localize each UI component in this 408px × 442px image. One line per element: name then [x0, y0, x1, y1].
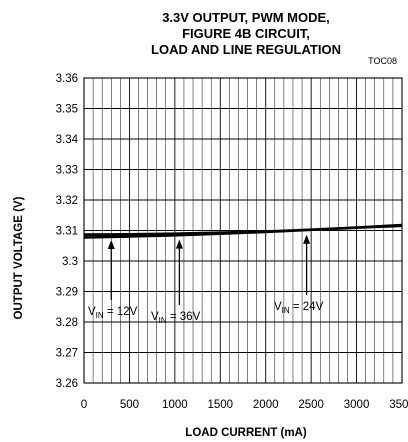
annotation-label: VIN = 36V: [151, 311, 201, 325]
y-tick-label: 3.29: [56, 287, 78, 299]
y-tick-label: 3.35: [56, 104, 78, 116]
y-tick-label: 3.36: [56, 73, 78, 85]
figure-code: TOC08: [368, 56, 397, 66]
x-tick-label: 3000: [344, 399, 370, 411]
x-tick-label: 2000: [253, 399, 279, 411]
series-annotations: VIN = 12V VIN = 36V VIN = 24V: [88, 234, 324, 325]
x-axis-label: LOAD CURRENT (mA): [185, 427, 307, 439]
y-tick-label: 3.3: [62, 256, 78, 268]
x-tick-label: 3500: [389, 399, 408, 411]
y-tick-label: 3.31: [56, 226, 78, 238]
y-tick-labels: 3.26 3.27 3.28 3.29 3.3 3.31 3.32 3.33 3.34 3.35 3…: [56, 73, 79, 390]
y-tick-label: 3.27: [56, 348, 78, 360]
y-tick-label: 3.33: [56, 165, 78, 177]
plot-frame: [83, 77, 403, 384]
x-tick-label: 500: [120, 399, 139, 411]
annotation-arrowhead: [175, 239, 183, 249]
x-tick-label: 0: [81, 399, 87, 411]
annotation-label: VIN = 24V: [274, 301, 324, 315]
y-tick-label: 3.26: [56, 378, 78, 390]
chart-title-line-3: LOAD AND LINE REGULATION: [151, 42, 341, 57]
y-tick-label: 3.32: [56, 195, 78, 207]
y-tick-label: 3.34: [56, 134, 79, 146]
y-tick-label: 3.28: [56, 317, 78, 329]
x-tick-label: 1000: [162, 399, 188, 411]
series-lines: [83, 223, 403, 239]
plot-grid: [83, 77, 403, 384]
chart-title-line-1: 3.3V OUTPUT, PWM MODE,: [162, 10, 330, 25]
x-tick-label: 1500: [207, 399, 233, 411]
annotation-arrowhead: [107, 239, 115, 249]
series-line: [83, 225, 403, 239]
annotation-arrowhead: [303, 234, 311, 244]
annotation-label: VIN = 12V: [88, 306, 138, 320]
x-tick-labels: 0 500 1000 1500 2000 2500 3000 3500: [81, 399, 408, 411]
chart-title-line-2: FIGURE 4B CIRCUIT,: [182, 26, 310, 41]
x-tick-label: 2500: [298, 399, 324, 411]
y-axis-label: OUTPUT VOLTAGE (V): [13, 196, 25, 319]
